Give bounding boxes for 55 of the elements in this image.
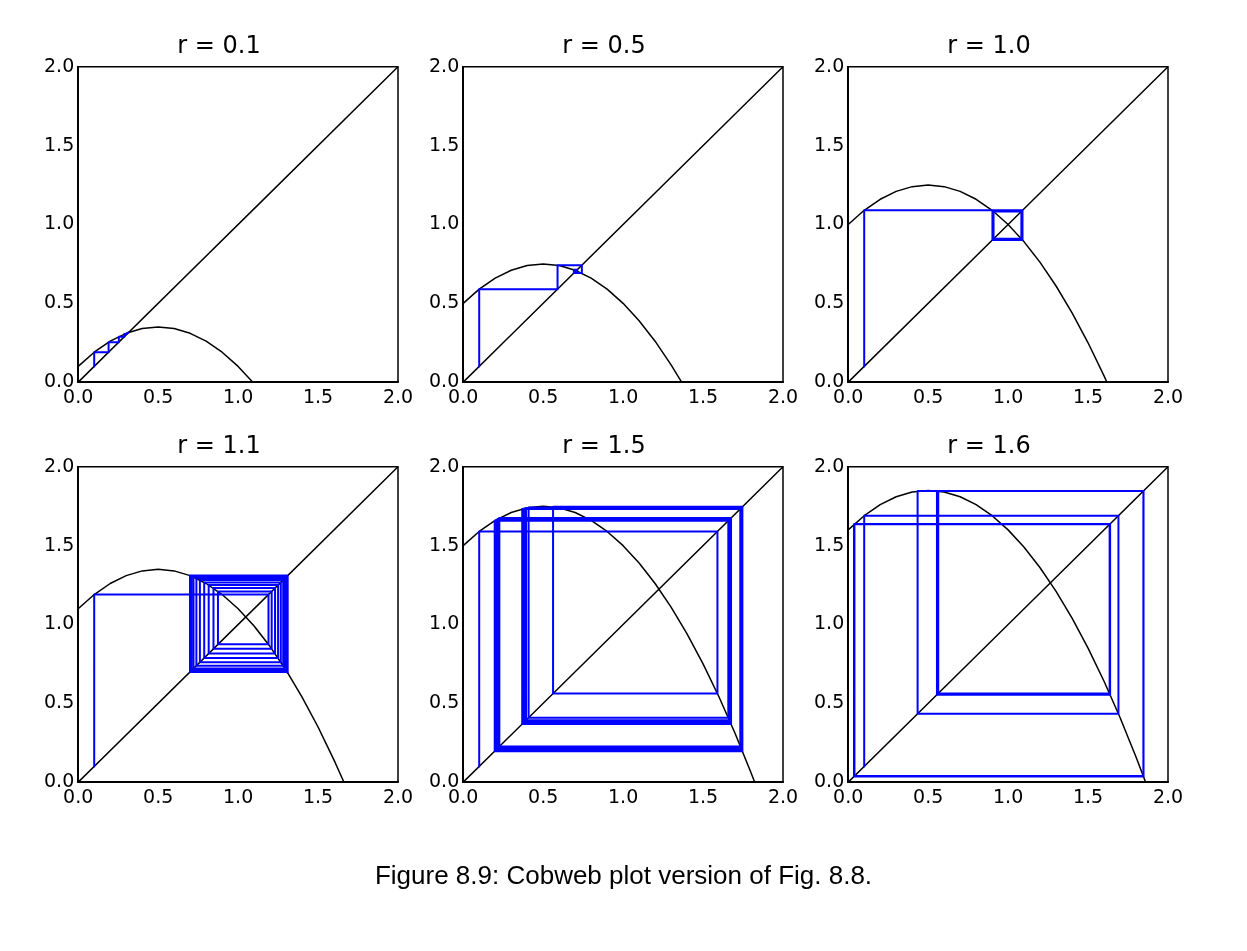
chart-title: r = 0.5 xyxy=(562,30,646,59)
chart-title: r = 0.1 xyxy=(177,30,261,59)
chart-title: r = 1.5 xyxy=(562,430,646,459)
x-tick-label: 2.0 xyxy=(382,784,414,807)
y-tick-label: 1.5 xyxy=(814,132,845,155)
x-tick-label: 1.5 xyxy=(687,384,719,407)
x-tick-label: 2.0 xyxy=(1152,784,1184,807)
x-tick-label: 2.0 xyxy=(767,784,799,807)
y-tick-label: 1.5 xyxy=(44,532,75,555)
x-tick-label: 1.5 xyxy=(302,784,334,807)
y-tick-label: 1.5 xyxy=(814,532,845,555)
y-tick-label: 1.0 xyxy=(44,611,75,634)
y-tick-label: 0.5 xyxy=(429,690,460,713)
y-tick-label: 1.5 xyxy=(429,132,460,155)
x-tick-label: 0.5 xyxy=(913,384,944,407)
x-tick-label: 1.5 xyxy=(1072,784,1104,807)
y-tick-label: 2.0 xyxy=(814,53,845,76)
x-tick-label: 1.5 xyxy=(1072,384,1104,407)
x-tick-label: 2.0 xyxy=(1152,384,1184,407)
x-tick-label: 1.0 xyxy=(993,784,1024,807)
y-tick-label: 1.0 xyxy=(814,611,845,634)
y-tick-label: 2.0 xyxy=(44,453,75,476)
chart-title: r = 1.6 xyxy=(947,430,1031,459)
x-tick-label: 0.5 xyxy=(143,384,174,407)
x-tick-label: 1.5 xyxy=(302,384,334,407)
x-tick-label: 1.0 xyxy=(223,784,254,807)
caption: Figure 8.9: Cobweb plot version of Fig. 8.8. xyxy=(373,860,874,891)
y-tick-label: 1.5 xyxy=(429,532,460,555)
y-tick-label: 0.5 xyxy=(814,690,845,713)
x-tick-label: 0.5 xyxy=(528,784,559,807)
x-tick-label: 2.0 xyxy=(767,384,799,407)
y-tick-label: 2.0 xyxy=(429,53,460,76)
y-tick-label: 0.5 xyxy=(44,290,75,313)
y-tick-label: 2.0 xyxy=(429,453,460,476)
y-tick-label: 1.0 xyxy=(429,211,460,234)
y-tick-label: 1.0 xyxy=(814,211,845,234)
y-tick-label: 2.0 xyxy=(814,453,845,476)
y-tick-label: 0.5 xyxy=(44,690,75,713)
x-tick-label: 1.5 xyxy=(687,784,719,807)
x-tick-label: 1.0 xyxy=(223,384,254,407)
x-tick-label: 1.0 xyxy=(608,384,639,407)
x-tick-label: 2.0 xyxy=(382,384,414,407)
x-tick-label: 1.0 xyxy=(993,384,1024,407)
y-tick-label: 2.0 xyxy=(44,53,75,76)
x-tick-label: 0.5 xyxy=(528,384,559,407)
y-tick-label: 0.5 xyxy=(429,290,460,313)
chart-title: r = 1.1 xyxy=(177,430,261,459)
y-tick-label: 1.5 xyxy=(44,132,75,155)
x-tick-label: 0.5 xyxy=(913,784,944,807)
chart-title: r = 1.0 xyxy=(947,30,1031,59)
x-tick-label: 0.5 xyxy=(143,784,174,807)
x-tick-label: 1.0 xyxy=(608,784,639,807)
y-tick-label: 0.5 xyxy=(814,290,845,313)
y-tick-label: 1.0 xyxy=(44,211,75,234)
y-tick-label: 1.0 xyxy=(429,611,460,634)
